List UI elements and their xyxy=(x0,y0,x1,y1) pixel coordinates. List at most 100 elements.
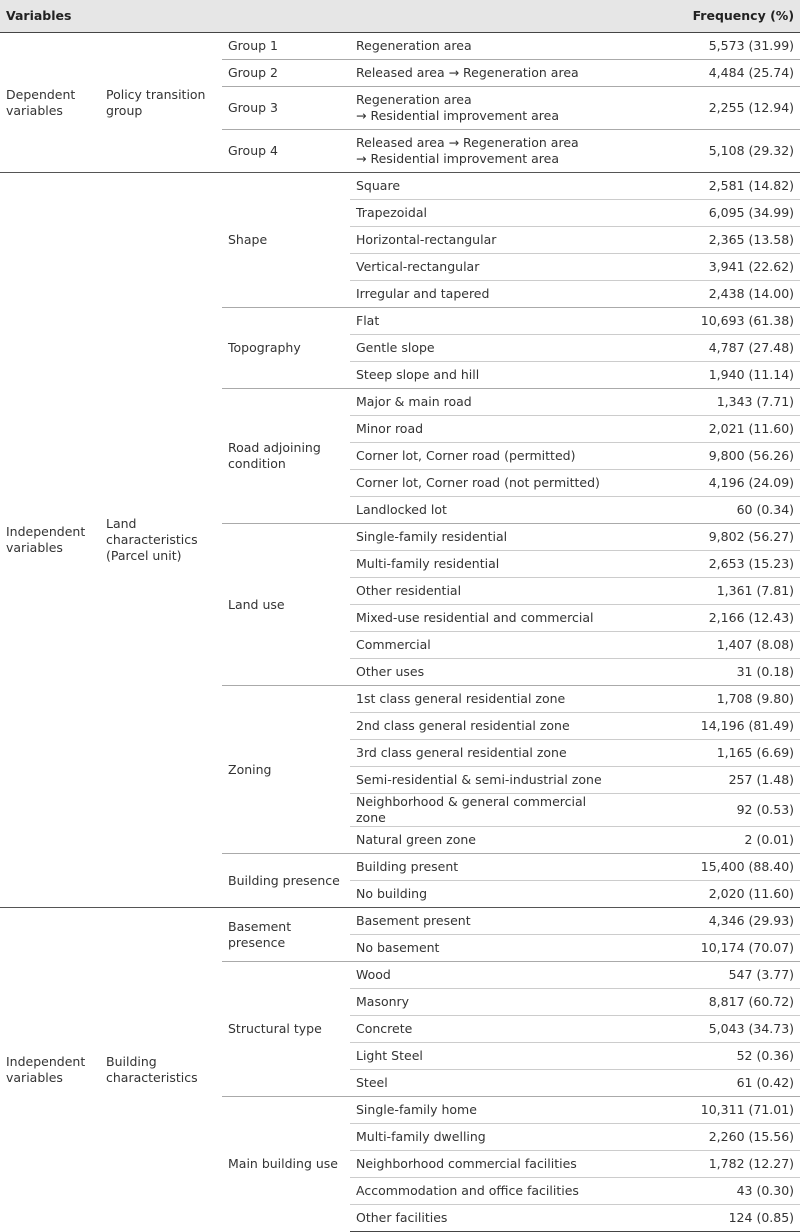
item-frequency: 9,802 (56.27) xyxy=(610,523,800,551)
table-row: No building 2,020 (11.60) xyxy=(0,880,800,908)
item-frequency: 10,311 (71.01) xyxy=(610,1096,800,1124)
table-row: 3rd class general residential zone 1,165 … xyxy=(0,739,800,767)
table-row: Steep slope and hill 1,940 (11.14) xyxy=(0,361,800,389)
table-row: Concrete 5,043 (34.73) xyxy=(0,1015,800,1043)
table-row: Independent variables Land characteristic… xyxy=(0,172,800,908)
table-row: Topography Flat 10,693 (61.38) xyxy=(0,307,800,389)
item-label: Regeneration area xyxy=(350,32,611,60)
item-frequency: 2,020 (11.60) xyxy=(610,880,800,908)
item-label: Natural green zone xyxy=(350,826,611,854)
table-row: 2nd class general residential zone 14,196… xyxy=(0,712,800,740)
table-row: Landlocked lot 60 (0.34) xyxy=(0,496,800,524)
variable-type: Independent variables xyxy=(0,907,100,1232)
item-label: Major & main road xyxy=(350,388,611,416)
group-label: Shape xyxy=(222,172,350,308)
item-frequency: 2,255 (12.94) xyxy=(610,86,800,130)
item-frequency: 2 (0.01) xyxy=(610,826,800,854)
item-label: Steel xyxy=(350,1069,611,1097)
item-label: No building xyxy=(350,880,611,908)
item-frequency: 1,343 (7.71) xyxy=(610,388,800,416)
table-row: Group 4 Released area → Regeneration area… xyxy=(0,129,800,173)
variable-type: Dependent variables xyxy=(0,32,100,173)
group-label: Group 2 xyxy=(222,59,350,87)
item-frequency: 4,346 (29.93) xyxy=(610,907,800,935)
table-row: Building presence Building present 15,400 … xyxy=(0,853,800,908)
item-label: Minor road xyxy=(350,415,611,443)
item-label: Wood xyxy=(350,961,611,989)
item-label: Basement present xyxy=(350,907,611,935)
item-frequency: 2,260 (15.56) xyxy=(610,1123,800,1151)
variable-category: Policy transition group xyxy=(100,32,222,173)
item-label: Landlocked lot xyxy=(350,496,611,524)
item-frequency: 8,817 (60.72) xyxy=(610,988,800,1016)
table-row: Zoning 1st class general residential zone… xyxy=(0,685,800,854)
item-frequency: 43 (0.30) xyxy=(610,1177,800,1205)
item-frequency: 15,400 (88.40) xyxy=(610,853,800,881)
item-frequency: 257 (1.48) xyxy=(610,766,800,794)
table-row: No basement 10,174 (70.07) xyxy=(0,934,800,962)
item-frequency: 14,196 (81.49) xyxy=(610,712,800,740)
table-row: Multi-family dwelling 2,260 (15.56) xyxy=(0,1123,800,1151)
item-label: Semi-residential & semi-industrial zone xyxy=(350,766,611,794)
item-frequency: 60 (0.34) xyxy=(610,496,800,524)
item-frequency: 2,653 (15.23) xyxy=(610,550,800,578)
item-label: Concrete xyxy=(350,1015,611,1043)
table-row: Commercial 1,407 (8.08) xyxy=(0,631,800,659)
item-label: Commercial xyxy=(350,631,611,659)
item-frequency: 4,787 (27.48) xyxy=(610,334,800,362)
item-label: 1st class general residential zone xyxy=(350,685,611,713)
item-frequency: 4,484 (25.74) xyxy=(610,59,800,87)
item-frequency: 9,800 (56.26) xyxy=(610,442,800,470)
item-label: 2nd class general residential zone xyxy=(350,712,611,740)
item-frequency: 5,108 (29.32) xyxy=(610,129,800,173)
item-frequency: 2,438 (14.00) xyxy=(610,280,800,308)
group-label: Zoning xyxy=(222,685,350,854)
item-label: 3rd class general residential zone xyxy=(350,739,611,767)
table-body: Dependent variables Policy transition gro… xyxy=(0,32,800,1232)
item-label: Multi-family dwelling xyxy=(350,1123,611,1151)
table-row: Road adjoining condition Major & main roa… xyxy=(0,388,800,524)
variable-category: Land characteristics (Parcel unit) xyxy=(100,172,222,908)
item-frequency: 31 (0.18) xyxy=(610,658,800,686)
table-row: Structural type Wood 547 (3.77) xyxy=(0,961,800,1097)
table-row: Minor road 2,021 (11.60) xyxy=(0,415,800,443)
item-label: Corner lot, Corner road (permitted) xyxy=(350,442,611,470)
table-row: Other residential 1,361 (7.81) xyxy=(0,577,800,605)
item-label: Single-family home xyxy=(350,1096,611,1124)
table-row: Natural green zone 2 (0.01) xyxy=(0,826,800,854)
table-row: Group 3 Regeneration area → Residential i… xyxy=(0,86,800,130)
item-frequency: 2,365 (13.58) xyxy=(610,226,800,254)
item-label: Regeneration area → Residential improvem… xyxy=(350,86,611,130)
item-frequency: 2,166 (12.43) xyxy=(610,604,800,632)
table-row: Semi-residential & semi-industrial zone 2… xyxy=(0,766,800,794)
item-frequency: 2,581 (14.82) xyxy=(610,172,800,200)
item-frequency: 1,940 (11.14) xyxy=(610,361,800,389)
item-frequency: 3,941 (22.62) xyxy=(610,253,800,281)
item-frequency: 10,174 (70.07) xyxy=(610,934,800,962)
item-frequency: 1,407 (8.08) xyxy=(610,631,800,659)
item-label: No basement xyxy=(350,934,611,962)
table-row: Vertical-rectangular 3,941 (22.62) xyxy=(0,253,800,281)
item-label: Other residential xyxy=(350,577,611,605)
group-label: Basement presence xyxy=(222,907,350,962)
variable-type: Independent variables xyxy=(0,172,100,908)
table-row: Gentle slope 4,787 (27.48) xyxy=(0,334,800,362)
group-label: Building presence xyxy=(222,853,350,908)
table-row: Corner lot, Corner road (not permitted) 4… xyxy=(0,469,800,497)
item-label: Single-family residential xyxy=(350,523,611,551)
table-row: Corner lot, Corner road (permitted) 9,800… xyxy=(0,442,800,470)
item-frequency: 1,708 (9.80) xyxy=(610,685,800,713)
item-frequency: 124 (0.85) xyxy=(610,1204,800,1232)
table-row: Neighborhood commercial facilities 1,782 … xyxy=(0,1150,800,1178)
item-label: Neighborhood commercial facilities xyxy=(350,1150,611,1178)
item-label: Released area → Regeneration area xyxy=(350,59,611,87)
table-row: Mixed-use residential and commercial 2,16… xyxy=(0,604,800,632)
item-frequency: 6,095 (34.99) xyxy=(610,199,800,227)
header-row: Variables Frequency (%) xyxy=(0,0,800,33)
item-label: Gentle slope xyxy=(350,334,611,362)
item-frequency: 4,196 (24.09) xyxy=(610,469,800,497)
item-frequency: 2,021 (11.60) xyxy=(610,415,800,443)
item-label: Trapezoidal xyxy=(350,199,611,227)
